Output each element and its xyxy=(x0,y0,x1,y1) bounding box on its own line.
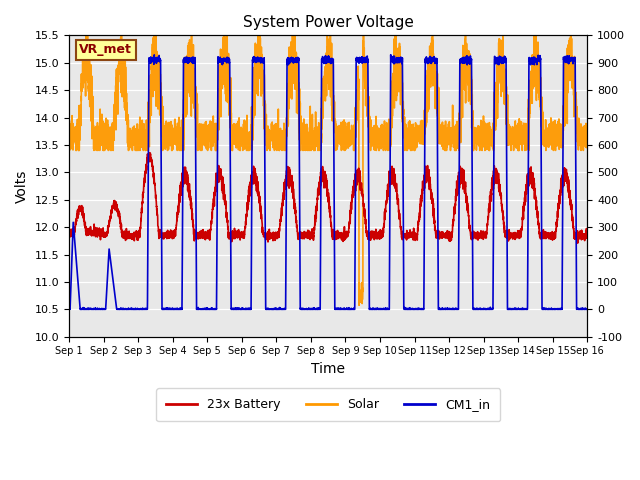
Title: System Power Voltage: System Power Voltage xyxy=(243,15,413,30)
Text: VR_met: VR_met xyxy=(79,43,132,57)
Y-axis label: Volts: Volts xyxy=(15,169,29,203)
Legend: 23x Battery, Solar, CM1_in: 23x Battery, Solar, CM1_in xyxy=(156,388,500,421)
X-axis label: Time: Time xyxy=(311,362,345,376)
